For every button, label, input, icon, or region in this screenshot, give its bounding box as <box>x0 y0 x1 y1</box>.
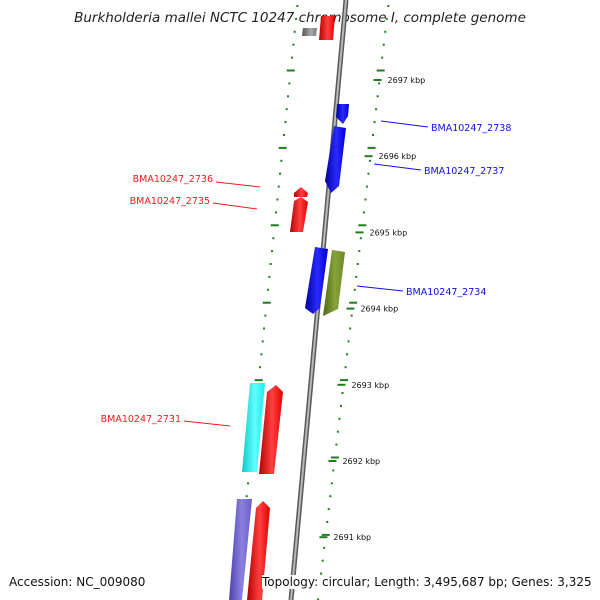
gene-features <box>229 16 349 600</box>
map-title: Burkholderia mallei NCTC 10247 chromosom… <box>74 10 526 26</box>
gene-purple-bottom[interactable] <box>229 499 252 600</box>
gene-labels: BMA10247_2738 BMA10247_2737 BMA10247_273… <box>101 123 512 425</box>
gene-bma10247-2736[interactable] <box>294 187 308 197</box>
ruler-label-2697: 2697 kbp <box>388 76 426 85</box>
summary-text: Topology: circular; Length: 3,495,687 bp… <box>262 575 592 589</box>
gene-cyan-2732[interactable] <box>242 383 265 472</box>
gene-label-2736[interactable]: BMA10247_2736 <box>133 174 213 185</box>
accession-text: Accession: NC_009080 <box>9 575 146 589</box>
ruler-label-2694: 2694 kbp <box>360 305 398 314</box>
ruler-label-2695: 2695 kbp <box>369 228 407 237</box>
gene-red-top <box>319 16 335 40</box>
gene-label-2738[interactable]: BMA10247_2738 <box>431 123 511 134</box>
gene-bma10247-2738[interactable] <box>336 104 349 124</box>
gene-bma10247-2735[interactable] <box>290 197 308 232</box>
gene-label-2735[interactable]: BMA10247_2735 <box>130 196 210 207</box>
gene-red-bottom[interactable] <box>247 501 270 600</box>
gene-label-2734[interactable]: BMA10247_2734 <box>406 287 486 298</box>
gene-olive-2733[interactable] <box>323 250 345 316</box>
ruler-label-2696: 2696 kbp <box>379 152 417 161</box>
ruler-label-2693: 2693 kbp <box>351 381 389 390</box>
gene-label-2737[interactable]: BMA10247_2737 <box>424 166 504 177</box>
ruler-label-2692: 2692 kbp <box>342 457 380 466</box>
gene-label-2731[interactable]: BMA10247_2731 <box>101 414 181 425</box>
ruler-label-2691: 2691 kbp <box>333 533 371 542</box>
gene-bma10247-2737[interactable] <box>325 126 346 193</box>
ruler-labels: 2697 kbp 2696 kbp 2695 kbp 2694 kbp 2693 kbp… <box>319 76 425 542</box>
label-leaders <box>183 120 429 427</box>
gene-grey-top <box>302 28 317 36</box>
gene-bma10247-2731[interactable] <box>259 385 283 474</box>
gene-bma10247-2734[interactable] <box>305 247 328 314</box>
